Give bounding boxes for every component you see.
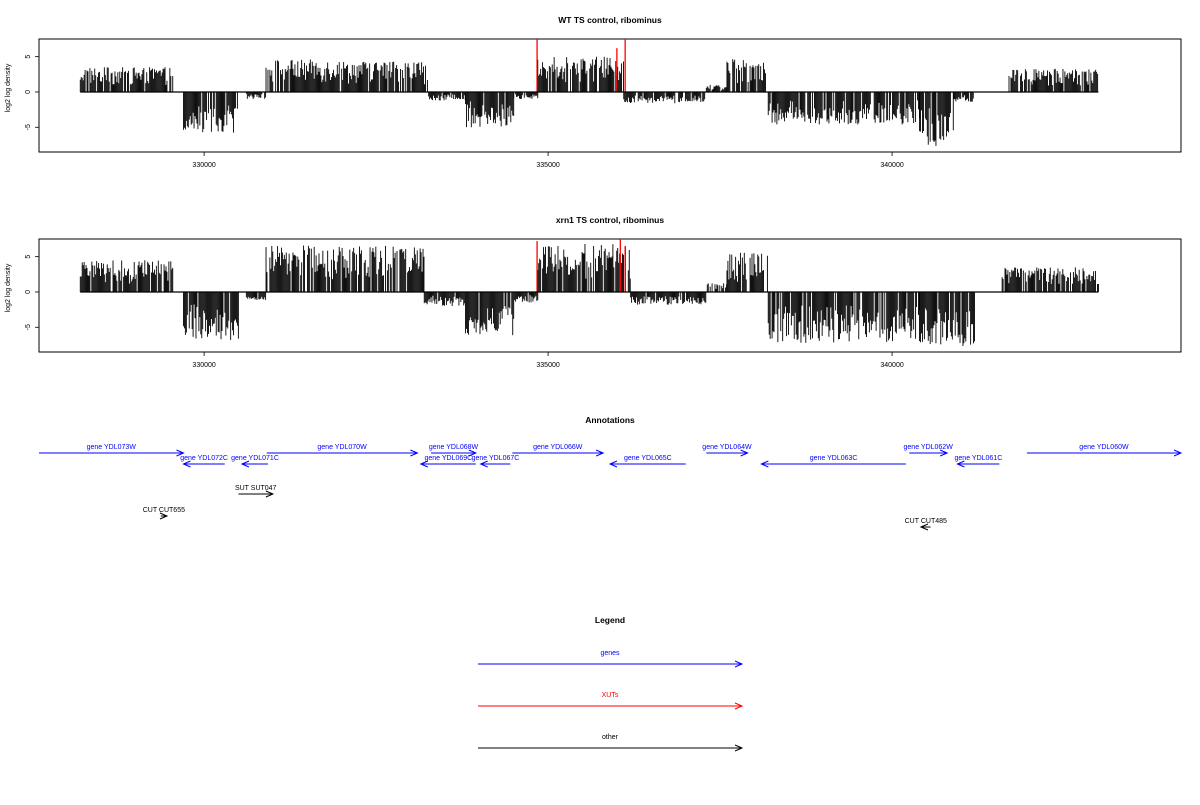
- feature-arrowhead: [182, 460, 191, 468]
- other-feature: SUT SUT047: [235, 485, 277, 498]
- x-tick-label: 335000: [536, 162, 559, 169]
- gene-feature: gene YDL073W: [39, 444, 185, 457]
- legend-label: other: [602, 734, 619, 741]
- feature-label: CUT CUT485: [905, 518, 947, 525]
- y-tick-label: 0: [25, 290, 32, 294]
- signal-bars: [79, 239, 1099, 346]
- feature-arrowhead: [468, 449, 478, 457]
- feature-arrowhead: [265, 490, 275, 498]
- y-tick-label: 5: [25, 55, 32, 59]
- annotations-title: Annotations: [585, 415, 635, 425]
- feature-label: gene YDL065C: [624, 455, 672, 462]
- other-features: SUT SUT047 CUT CUT655 CUT CUT485: [143, 485, 947, 531]
- feature-label: gene YDL061C: [955, 455, 1003, 462]
- gene-features: gene YDL073W gene YDL072C gene YDL071C gene…: [39, 444, 1183, 468]
- feature-label: gene YDL064W: [702, 444, 752, 451]
- legend-items: genes XUTs other: [478, 650, 744, 752]
- track-panel-wt: WT TS control, ribominus log2 log densit…: [5, 15, 1182, 169]
- y-tick-label: -5: [25, 124, 32, 130]
- feature-arrowhead: [956, 460, 965, 468]
- y-axis-label: log2 log density: [5, 263, 12, 312]
- gene-feature: gene YDL071C: [231, 455, 279, 468]
- y-tick-label: -5: [25, 324, 32, 330]
- feature-arrowhead: [240, 460, 250, 468]
- feature-label: gene YDL073W: [87, 444, 137, 451]
- feature-label: CUT CUT655: [143, 507, 185, 514]
- feature-label: gene YDL067C: [472, 455, 520, 462]
- gene-feature: gene YDL069C: [419, 455, 476, 468]
- legend-arrowhead: [734, 744, 744, 752]
- y-tick-label: 5: [25, 255, 32, 259]
- feature-label: gene YDL072C: [180, 455, 228, 462]
- other-feature: CUT CUT485: [905, 518, 947, 531]
- axes: -5 0 5 330000 335000 340000: [25, 255, 1099, 369]
- gene-feature: gene YDL065C: [608, 455, 686, 468]
- feature-label: gene YDL063C: [810, 455, 858, 462]
- feature-label: gene YDL062W: [904, 444, 954, 451]
- gene-feature: gene YDL072C: [180, 455, 228, 468]
- feature-arrowhead: [479, 460, 488, 468]
- feature-arrowhead: [410, 449, 419, 457]
- legend-arrowhead: [734, 702, 744, 710]
- feature-arrowhead: [919, 523, 929, 531]
- x-tick-label: 340000: [880, 362, 903, 369]
- feature-arrowhead: [939, 449, 949, 457]
- x-tick-label: 330000: [192, 162, 215, 169]
- feature-arrowhead: [176, 449, 185, 457]
- y-tick-label: 0: [25, 90, 32, 94]
- feature-label: gene YDL068W: [429, 444, 479, 451]
- feature-arrowhead: [608, 460, 618, 468]
- y-axis-label: log2 log density: [5, 63, 12, 112]
- signal-bars: [79, 39, 1099, 146]
- legend-title: Legend: [595, 615, 625, 625]
- gene-feature: gene YDL063C: [760, 455, 906, 468]
- feature-label: gene YDL060W: [1079, 444, 1129, 451]
- feature-label: gene YDL069C: [424, 455, 472, 462]
- feature-label: gene YDL066W: [533, 444, 583, 451]
- legend-label: genes: [600, 650, 620, 657]
- legend-item: genes: [478, 650, 744, 668]
- track-panel-xrn1: xrn1 TS control, ribominus log2 log dens…: [5, 215, 1182, 369]
- other-feature: CUT CUT655: [143, 507, 185, 520]
- gene-feature: gene YDL064W: [702, 444, 752, 457]
- feature-label: SUT SUT047: [235, 485, 277, 492]
- gene-feature: gene YDL061C: [955, 455, 1003, 468]
- feature-arrowhead: [419, 460, 429, 468]
- feature-arrowhead: [1173, 449, 1183, 457]
- x-tick-label: 340000: [880, 162, 903, 169]
- feature-arrowhead: [159, 512, 169, 520]
- gene-feature: gene YDL062W: [904, 444, 954, 457]
- axes: -5 0 5 330000 335000 340000: [25, 55, 1099, 169]
- legend-item: other: [478, 734, 744, 752]
- x-tick-label: 330000: [192, 362, 215, 369]
- legend-arrowhead: [734, 660, 744, 668]
- x-tick-label: 335000: [536, 362, 559, 369]
- legend-item: XUTs: [478, 692, 744, 710]
- feature-arrowhead: [740, 449, 749, 457]
- panel-title: WT TS control, ribominus: [558, 15, 662, 25]
- plot-frame: [38, 238, 1182, 353]
- gene-feature: gene YDL070W: [266, 444, 419, 457]
- feature-label: gene YDL070W: [317, 444, 367, 451]
- gene-feature: gene YDL067C: [472, 455, 520, 468]
- legend: Legend genes XUTs other: [478, 615, 744, 752]
- gene-feature: gene YDL068W: [429, 444, 479, 457]
- gene-feature: gene YDL066W: [512, 444, 605, 457]
- feature-arrowhead: [595, 449, 605, 457]
- panel-title: xrn1 TS control, ribominus: [556, 215, 664, 225]
- feature-label: gene YDL071C: [231, 455, 279, 462]
- legend-label: XUTs: [602, 692, 619, 699]
- gene-feature: gene YDL060W: [1026, 444, 1183, 457]
- feature-arrowhead: [760, 460, 769, 468]
- plot-frame: [38, 38, 1182, 153]
